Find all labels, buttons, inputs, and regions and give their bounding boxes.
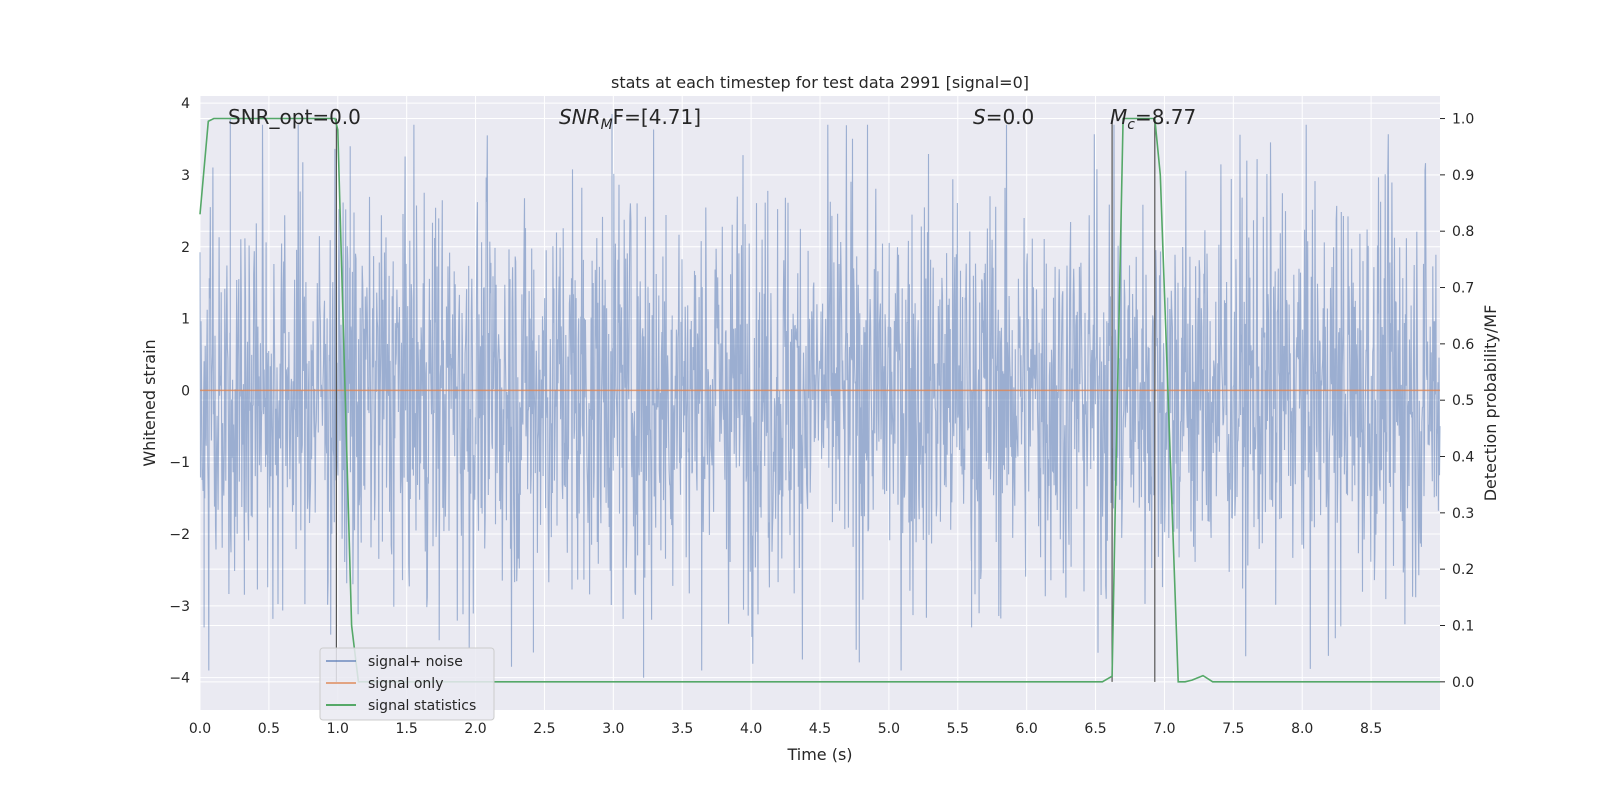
annotation-s-rest: =0.0	[986, 105, 1035, 129]
y-right-tick-label: 0.4	[1452, 450, 1474, 466]
annotation-snr-mf-sub: M	[601, 117, 613, 133]
y-tick-label: 4	[181, 96, 190, 112]
y-right-tick-label: 0.3	[1452, 506, 1474, 522]
y-tick-label: 0	[181, 383, 190, 399]
y-right-tick-label: 0.6	[1452, 337, 1474, 353]
y-right-tick-label: 0.1	[1452, 619, 1474, 635]
x-tick-label: 6.0	[1016, 721, 1038, 737]
x-tick-label: 0.0	[189, 721, 211, 737]
y-right-tick-label: 0.2	[1452, 562, 1474, 578]
series-layer	[199, 117, 1440, 683]
signal-noise-trace	[199, 114, 1441, 678]
y-tick-label: 3	[181, 168, 190, 184]
annotation-mc-main: M	[1110, 105, 1127, 129]
annotation-snr-mf-main: SNR	[559, 105, 601, 129]
annotation-mc: Mc=8.77	[1110, 105, 1196, 133]
y-axis-label-right: Detection probability/MF	[1481, 305, 1500, 502]
x-tick-label: 7.5	[1222, 721, 1244, 737]
x-tick-label: 5.5	[947, 721, 969, 737]
x-tick-label: 3.5	[671, 721, 693, 737]
tick-labels: 0.0 0.5 1.0 1.5 2.0 2.5 3.0 3.5 4.0 4.5 5.0 5.5 6.0 6…	[169, 96, 1474, 737]
y-right-tick-label: 0.5	[1452, 393, 1474, 409]
annotation-snr-opt: SNR_opt=0.0	[228, 105, 361, 129]
x-tick-label: 1.0	[327, 721, 349, 737]
signal-statistics-line	[199, 117, 1440, 683]
legend-label-signal-statistics: signal statistics	[368, 698, 476, 714]
x-tick-label: 3.0	[602, 721, 624, 737]
legend: signal+ noise signal only signal statist…	[319, 647, 495, 721]
chart-title: stats at each timestep for test data 299…	[611, 73, 1029, 92]
annotation-snr-mf: SNRMF=[4.71]	[559, 105, 701, 133]
legend-label-signal-noise: signal+ noise	[368, 654, 463, 670]
x-tick-label: 1.5	[396, 721, 418, 737]
x-tick-label: 4.5	[809, 721, 831, 737]
legend-label-signal-only: signal only	[368, 676, 443, 692]
legend-box	[319, 647, 495, 721]
x-tick-label: 5.0	[878, 721, 900, 737]
x-tick-label: 8.5	[1360, 721, 1382, 737]
y-tick-label: 1	[181, 312, 190, 328]
annotation-s: S=0.0	[973, 105, 1034, 129]
y-right-tick-label: 0.8	[1452, 224, 1474, 240]
grid	[199, 96, 1440, 710]
x-tick-label: 4.0	[740, 721, 762, 737]
y-tick-label: 2	[181, 240, 190, 256]
x-tick-label: 8.0	[1291, 721, 1313, 737]
y-right-tick-label: 0.0	[1452, 675, 1474, 691]
y-right-tick-label: 0.7	[1452, 281, 1474, 297]
y-tick-label: −1	[169, 455, 190, 471]
y-tick-label: −4	[169, 671, 190, 687]
signal-noise-series	[199, 114, 1441, 678]
x-tick-label: 6.5	[1084, 721, 1106, 737]
y-tick-label: −2	[169, 527, 190, 543]
annotation-snr-mf-rest: F=[4.71]	[613, 105, 701, 129]
y-right-tick-label: 0.9	[1452, 168, 1474, 184]
x-tick-label: 2.5	[533, 721, 555, 737]
y-right-tick-label: 1.0	[1452, 112, 1474, 128]
x-axis-label: Time (s)	[786, 745, 852, 764]
annotation-mc-sub: c	[1127, 117, 1135, 133]
x-tick-label: 7.0	[1153, 721, 1175, 737]
annotation-s-italic: S	[973, 105, 986, 129]
y-tick-label: −3	[169, 599, 190, 615]
x-tick-label: 0.5	[258, 721, 280, 737]
x-tick-label: 2.0	[464, 721, 486, 737]
annotation-mc-rest: =8.77	[1135, 105, 1196, 129]
y-axis-label-left: Whitened strain	[140, 339, 159, 466]
